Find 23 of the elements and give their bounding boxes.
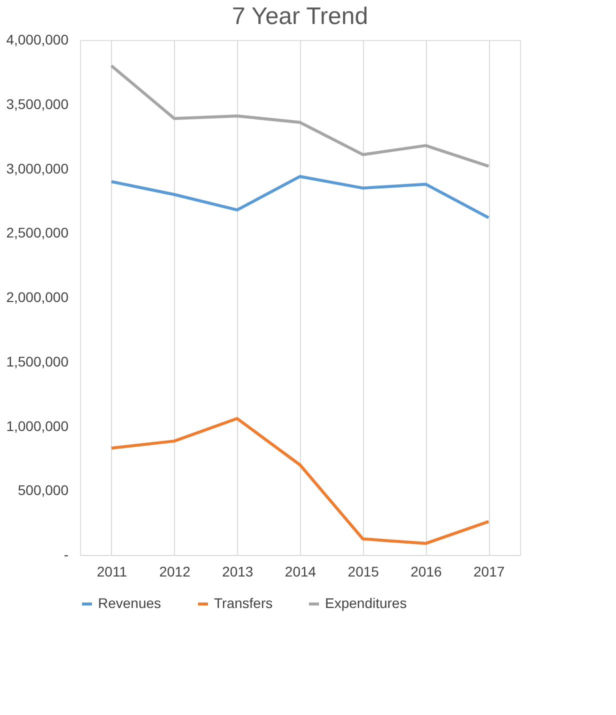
x-tick-label: 2015 [348,564,380,580]
line-series [110,64,490,168]
legend-label: Expenditures [325,595,407,611]
y-tick-label: 3,000,000 [6,160,69,176]
x-tick-label: 2014 [284,564,316,580]
y-tick-label: 2,500,000 [6,224,69,241]
y-tick-label: - [64,546,69,562]
x-tick-label: 2017 [473,564,505,580]
y-tick-label: 500,000 [18,482,69,498]
chart-title: 7 Year Trend [232,3,368,30]
x-tick-label: 2013 [222,564,254,580]
x-tick-label: 2016 [410,564,442,580]
line-series [110,417,490,545]
y-tick-label: 1,000,000 [6,418,69,434]
y-tick-label: 3,500,000 [6,96,69,112]
x-tick-label: 2011 [96,564,128,580]
y-tick-label: 2,000,000 [6,289,69,305]
line-series [110,174,490,220]
x-tick-label: 2012 [159,564,191,580]
legend-label: Revenues [98,595,162,611]
y-tick-label: 4,000,000 [6,32,69,48]
legend-label: Transfers [214,595,273,611]
y-tick-label: 1,500,000 [6,353,69,370]
